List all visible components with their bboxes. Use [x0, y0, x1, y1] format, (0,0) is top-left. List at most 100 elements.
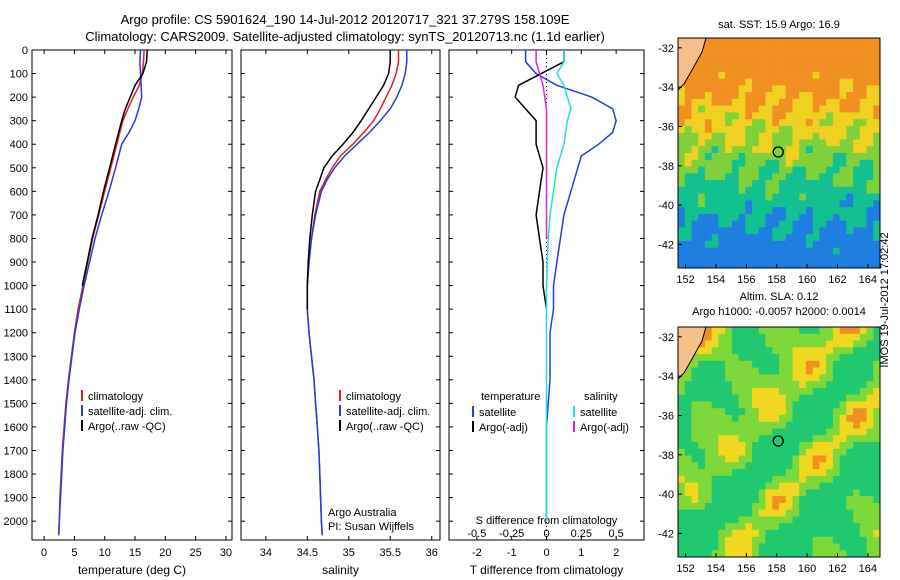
- map-cell: [758, 227, 766, 235]
- map-cell: [805, 367, 814, 375]
- map-cell: [704, 469, 713, 477]
- map-cell: [799, 455, 807, 463]
- map-cell: [752, 509, 760, 517]
- map-cell: [779, 58, 787, 66]
- map-cell: [826, 119, 834, 127]
- map-cell: [704, 347, 713, 355]
- map-cell: [765, 482, 773, 490]
- map-cell: [866, 234, 874, 242]
- map-cell: [799, 367, 807, 375]
- map-cell: [691, 502, 699, 511]
- map-cell: [711, 428, 719, 436]
- map-cell: [765, 333, 773, 342]
- map-cell: [812, 523, 820, 531]
- map-cell: [792, 543, 800, 551]
- temperature-frame: [31, 49, 233, 541]
- map-cell: [779, 496, 787, 504]
- map-cell: [691, 462, 699, 470]
- map-cell: [866, 240, 874, 249]
- map-cell: [704, 240, 713, 249]
- map-cell: [745, 333, 753, 342]
- map-cell: [805, 261, 814, 269]
- map-cell: [779, 180, 787, 188]
- map-cell: [792, 414, 800, 423]
- map-cell: [704, 502, 713, 511]
- x-tick-label: 152: [676, 274, 694, 286]
- map-cell: [711, 496, 719, 504]
- map-cell: [846, 166, 854, 174]
- map-cell: [691, 65, 699, 73]
- map-cell: [805, 401, 814, 409]
- map-cell: [826, 153, 834, 161]
- map-cell: [866, 146, 874, 154]
- map-cell: [691, 496, 699, 504]
- map-cell: [758, 340, 766, 348]
- map-cell: [738, 38, 746, 46]
- map-cell: [873, 105, 881, 113]
- map-cell: [832, 347, 841, 355]
- map-cell: [731, 78, 740, 86]
- map-cell: [785, 51, 793, 59]
- map-cell: [704, 536, 713, 544]
- map-cell: [832, 139, 841, 147]
- map-cell: [718, 240, 726, 249]
- annotation-line: PI: Susan Wijffels: [328, 521, 414, 533]
- map-cell: [704, 146, 713, 154]
- map-cell: [704, 394, 713, 402]
- map-cell: [792, 207, 800, 215]
- map-cell: [853, 213, 861, 222]
- map-cell: [799, 139, 807, 147]
- map-cell: [792, 516, 800, 524]
- map-cell: [725, 139, 733, 147]
- map-cell: [799, 125, 807, 134]
- map-cell: [678, 550, 686, 558]
- map-cell: [704, 71, 713, 80]
- map-cell: [691, 186, 699, 195]
- map-cell: [785, 414, 793, 423]
- map-cell: [731, 421, 740, 429]
- annotation-line: Argo Australia: [328, 507, 397, 519]
- map-cell: [792, 261, 800, 269]
- map-cell: [846, 58, 854, 66]
- y-tick-label: 500: [10, 163, 28, 175]
- map-cell: [799, 509, 807, 517]
- y-tick-label: 1000: [4, 281, 28, 293]
- map-cell: [731, 381, 740, 389]
- map-cell: [745, 509, 753, 517]
- map-cell: [785, 367, 793, 375]
- map-cell: [691, 71, 699, 80]
- map-cell: [859, 132, 867, 140]
- map-cell: [752, 516, 760, 524]
- map-cell: [678, 166, 686, 174]
- y-tick-label: 1800: [4, 469, 28, 481]
- map-cell: [819, 360, 827, 369]
- map-cell: [758, 234, 766, 242]
- map-cell: [745, 502, 753, 511]
- map-cell: [779, 543, 787, 551]
- map-cell: [731, 401, 740, 409]
- map-cell: [731, 509, 740, 517]
- map-cell: [765, 207, 773, 215]
- map-cell: [873, 132, 881, 140]
- map-cell: [799, 51, 807, 59]
- map-cell: [772, 207, 780, 215]
- map-cell: [725, 112, 733, 120]
- map-cell: [765, 347, 773, 355]
- map-cell: [765, 462, 773, 470]
- map-cell: [859, 51, 867, 59]
- map-cell: [752, 166, 760, 174]
- figure-title: Argo profile: CS 5901624_190 14-Jul-2012…: [121, 12, 570, 27]
- map-cell: [799, 207, 807, 215]
- map-cell: [853, 354, 861, 362]
- map-cell: [805, 529, 814, 538]
- map-cell: [832, 442, 841, 450]
- map-cell: [752, 261, 760, 269]
- y-tick-label: -34: [658, 82, 674, 94]
- map-cell: [745, 414, 753, 423]
- map-cell: [765, 159, 773, 168]
- map-cell: [873, 489, 881, 497]
- map-cell: [805, 333, 814, 342]
- map-cell: [826, 180, 834, 188]
- map-cell: [731, 489, 740, 497]
- map-cell: [698, 469, 706, 477]
